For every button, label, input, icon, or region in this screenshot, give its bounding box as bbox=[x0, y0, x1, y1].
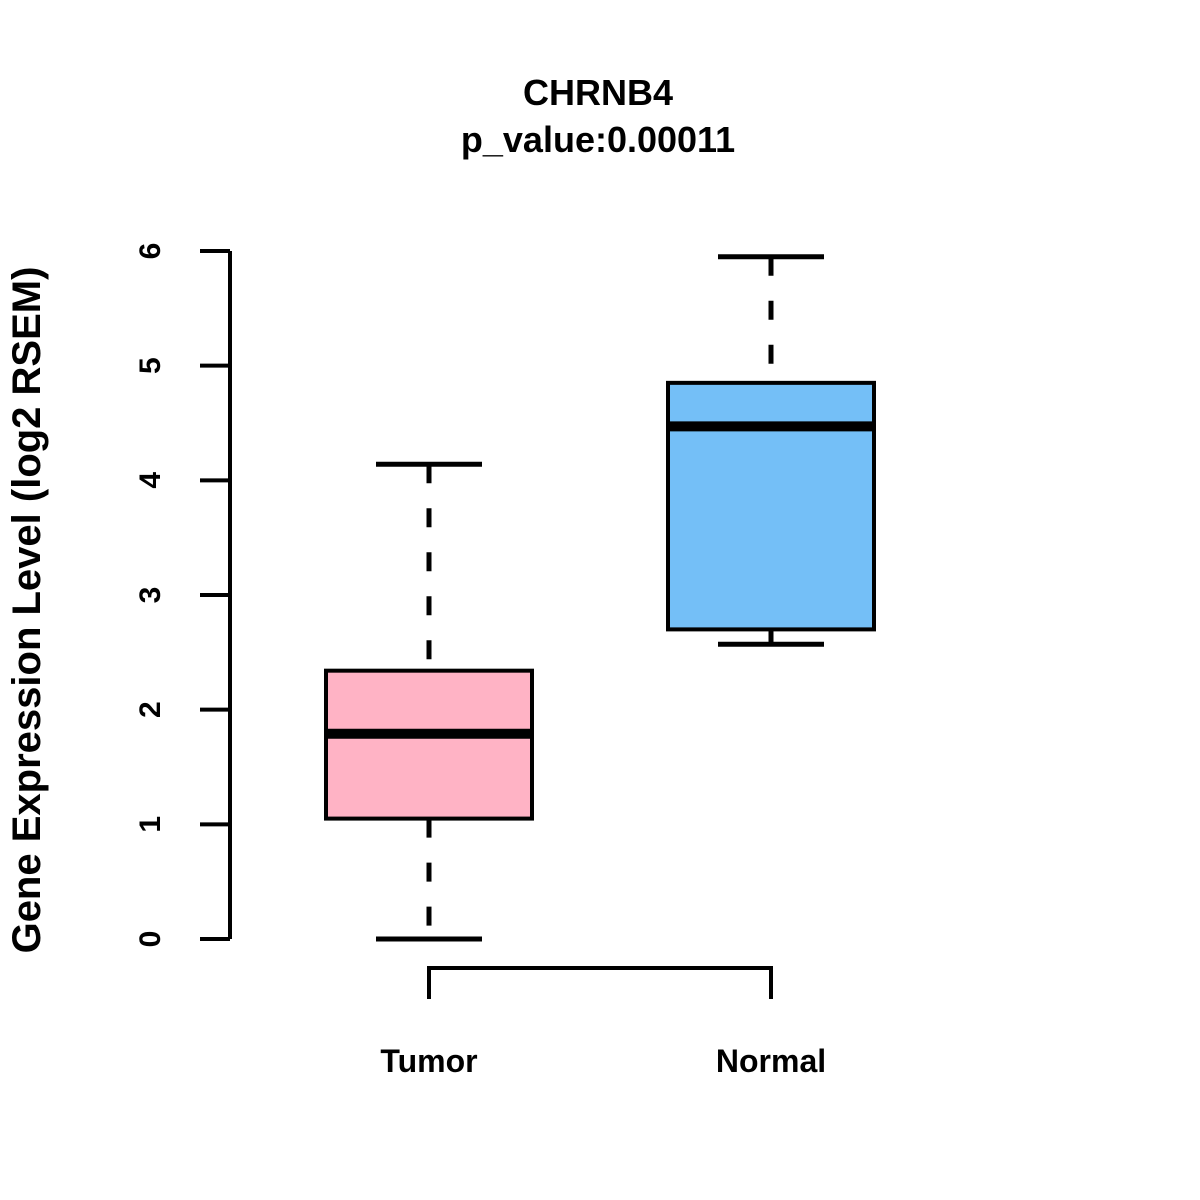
y-tick-label-3: 3 bbox=[134, 587, 167, 604]
y-tick-label-1: 1 bbox=[134, 816, 167, 833]
x-axis-bracket bbox=[427, 966, 773, 999]
boxplot-series bbox=[324, 254, 876, 942]
y-axis-label: Gene Expression Level (log2 RSEM) bbox=[5, 267, 49, 954]
y-tick-label-2: 2 bbox=[134, 701, 167, 718]
chart-subtitle-pvalue: p_value:0.00011 bbox=[461, 119, 735, 160]
x-category-label-normal: Normal bbox=[716, 1043, 826, 1079]
x-category-label-tumor: Tumor bbox=[380, 1043, 477, 1079]
y-tick-label-6: 6 bbox=[134, 243, 167, 260]
x-axis bbox=[427, 966, 773, 999]
normal-boxplot-group bbox=[666, 254, 876, 647]
y-tick-label-0: 0 bbox=[134, 931, 167, 948]
y-tick-label-4: 4 bbox=[134, 472, 167, 489]
y-tick-label-5: 5 bbox=[134, 357, 167, 374]
chart-title: CHRNB4 bbox=[523, 72, 673, 113]
normal-iqr-box bbox=[666, 380, 876, 632]
y-axis: 0 1 2 3 4 5 6 bbox=[134, 243, 232, 948]
tumor-boxplot-group bbox=[324, 461, 534, 942]
tumor-iqr-box bbox=[324, 668, 534, 821]
